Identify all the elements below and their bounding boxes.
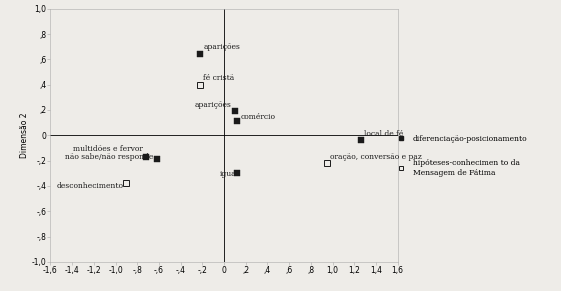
Text: não sabe/não responde: não sabe/não responde	[65, 153, 154, 161]
Text: igual: igual	[220, 170, 239, 178]
Text: fé cristã: fé cristã	[204, 74, 234, 82]
Text: comércio: comércio	[240, 113, 275, 121]
Y-axis label: Dimensão 2: Dimensão 2	[20, 113, 29, 158]
Text: desconhecimento: desconhecimento	[56, 182, 123, 190]
Text: oração, conversão e paz: oração, conversão e paz	[330, 153, 422, 161]
Legend: diferenciação-posicionamento, hipóteses-conhecimen to da
Mensagem de Fátima: diferenciação-posicionamento, hipóteses-…	[393, 134, 527, 177]
Text: local de fé: local de fé	[364, 130, 403, 138]
Text: aparições: aparições	[204, 42, 240, 51]
Text: aparições: aparições	[195, 101, 232, 109]
Text: multidões e fervor: multidões e fervor	[73, 145, 142, 153]
